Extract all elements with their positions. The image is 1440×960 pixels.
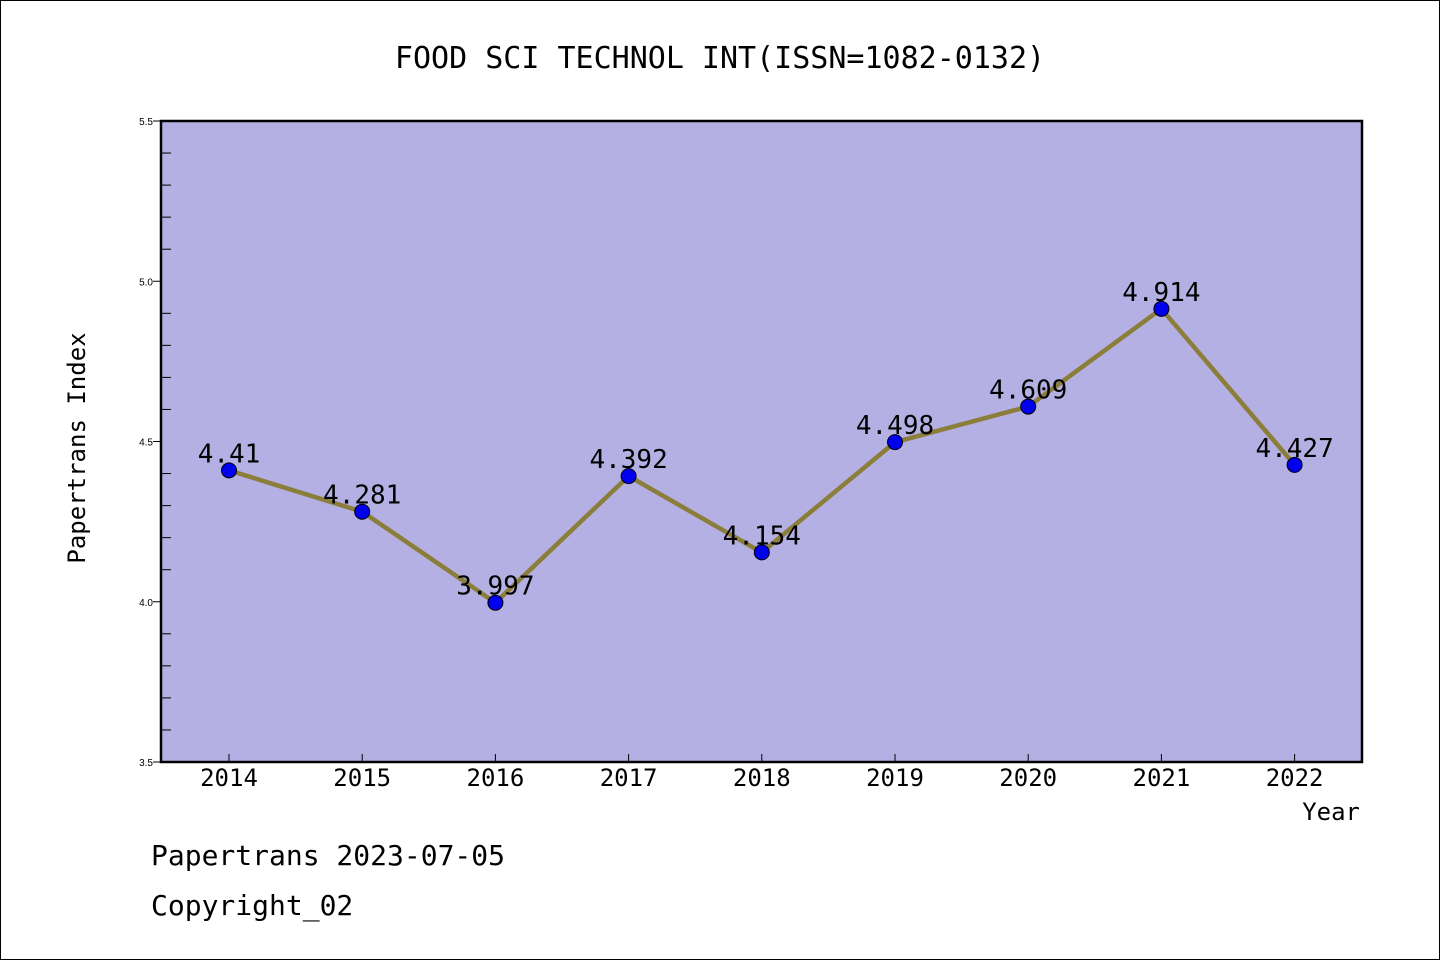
x-tick-label: 2020 [999, 764, 1057, 792]
footer-copyright: Copyright_02 [151, 889, 353, 923]
data-point [1286, 456, 1303, 473]
data-labels-group: 4.41 4.281 3.997 4.392 4.154 4.498 4.609 4.914 4… [198, 278, 1334, 602]
data-label: 4.914 [1122, 278, 1200, 308]
data-point [620, 468, 637, 485]
data-label: 4.154 [723, 521, 801, 551]
x-tick-label: 2022 [1266, 764, 1324, 792]
x-tick-label: 2015 [333, 764, 391, 792]
data-point [487, 594, 504, 611]
data-label: 4.281 [323, 481, 401, 511]
data-label: 4.427 [1255, 434, 1333, 464]
data-label: 3.997 [456, 572, 534, 602]
y-axis-label: Papertrans Index [63, 332, 91, 563]
data-label: 4.392 [589, 445, 667, 475]
footer-date: Papertrans 2023-07-05 [151, 839, 505, 872]
y-tick-label: 4.0 [139, 598, 153, 609]
data-point [221, 462, 237, 479]
x-axis-label: Year [1302, 798, 1360, 826]
data-point [887, 434, 903, 451]
x-axis-ticks: 2014 2015 2016 2017 2018 2019 2020 2021 2022 [200, 754, 1323, 792]
data-point [1153, 300, 1170, 317]
plot-area [159, 119, 1364, 764]
x-tick-label: 2016 [467, 764, 525, 792]
x-tick-label: 2017 [600, 764, 658, 792]
y-tick-label: 5.0 [139, 277, 153, 288]
chart-title: FOOD SCI TECHNOL INT(ISSN=1082-0132) [395, 41, 1045, 76]
y-tick-label: 5.5 [139, 117, 153, 128]
y-tick-label: 4.5 [139, 438, 153, 449]
x-tick-label: 2014 [200, 764, 258, 792]
series-line-group [221, 300, 1303, 611]
data-point [1020, 398, 1037, 415]
data-label: 4.41 [198, 439, 261, 469]
data-label: 4.498 [856, 411, 934, 441]
y-tick-label: 3.5 [139, 758, 153, 769]
data-point [354, 503, 371, 520]
x-tick-label: 2018 [733, 764, 791, 792]
data-label: 4.609 [989, 376, 1067, 406]
x-tick-label: 2021 [1133, 764, 1191, 792]
x-tick-label: 2019 [866, 764, 924, 792]
data-point [753, 544, 770, 561]
y-axis-ticks: 3.5 4.0 4.5 5.0 5.5 [139, 117, 171, 769]
